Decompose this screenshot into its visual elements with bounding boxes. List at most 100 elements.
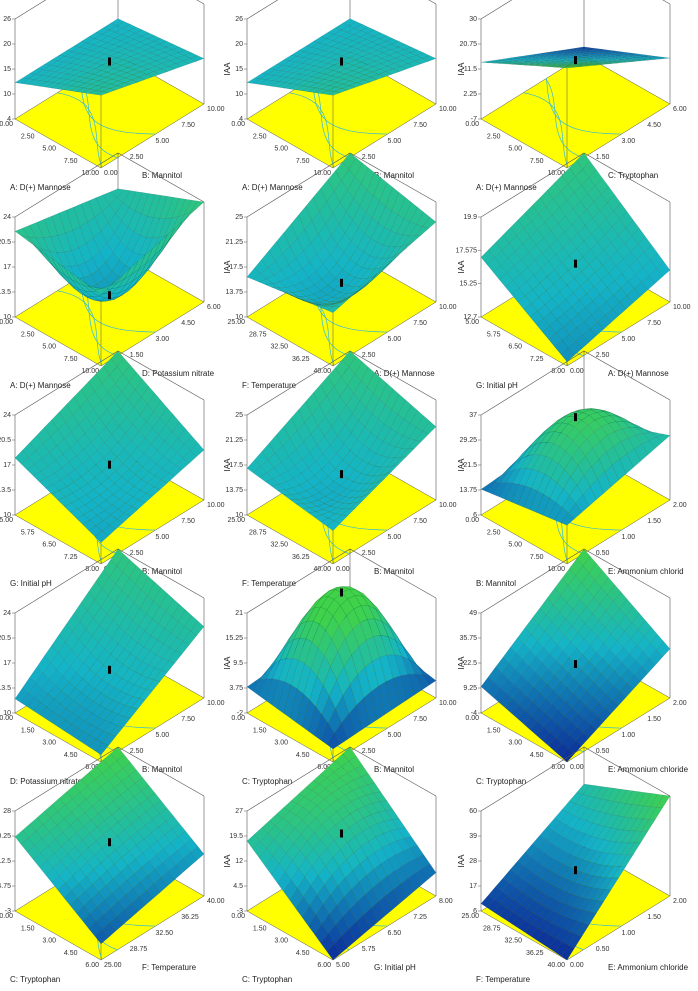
surface-mesh (246, 18, 437, 96)
design-point (340, 470, 343, 479)
z-tick-label: 20.5 (0, 635, 11, 642)
z-tick-label: 21.25 (225, 239, 243, 246)
y-axis-label: E: Ammonium chlorid (608, 567, 684, 576)
y-axis-label: G: Initial pH (374, 963, 416, 972)
z-tick-label: 12 (235, 858, 243, 865)
y-tick-label: 8.00 (439, 898, 453, 905)
z-tick-label: 17.5 (229, 462, 243, 469)
surface-cell (94, 530, 109, 543)
x-tick-label: 10.00 (313, 170, 331, 177)
z-tick-label: -4 (471, 710, 477, 717)
y-axis-label: B: Mannitol (374, 171, 414, 180)
z-tick-label: 13.5 (0, 487, 11, 494)
y-tick-label: 0.50 (596, 748, 610, 755)
surface-cell (94, 91, 109, 96)
y-tick-label: 5.00 (388, 336, 402, 343)
surface-plot-svg: -2 3.75 9.5 15.25 21 IAA 0.00 1.50 3.00 4.50 6.00 0… (223, 548, 457, 786)
x-tick-label: 40.00 (313, 368, 331, 375)
x-axis-label: D: Potassium nitrate (10, 777, 83, 786)
x-tick-label: 5.00 (42, 146, 56, 153)
y-tick-label: 0.00 (104, 170, 118, 177)
z-tick-label: 13.75 (225, 289, 243, 296)
x-tick-label: 7.50 (530, 554, 544, 561)
y-tick-label: 2.50 (130, 550, 144, 557)
x-tick-label: 8.00 (85, 566, 99, 573)
surface-mesh (480, 548, 671, 763)
x-tick-label: 1.50 (253, 727, 267, 734)
z-tick-label: 15 (235, 66, 243, 73)
z-axis-label: IAA (457, 656, 466, 670)
z-tick-label: 10 (235, 314, 243, 321)
x-tick-label: 28.75 (483, 925, 501, 932)
z-tick-label: 10 (3, 314, 11, 321)
surface-cell (560, 748, 575, 763)
z-axis-label: IAA (457, 62, 466, 76)
surface-plot-svg: 1013.51720.524IAA0.002.505.007.5010.000.… (0, 152, 221, 390)
x-tick-label: 3.00 (42, 740, 56, 747)
surface-mesh (246, 586, 437, 750)
z-tick-label: 11.5 (464, 66, 477, 73)
z-tick-label: 20.25 (0, 833, 11, 840)
design-point (574, 866, 577, 875)
y-tick-label: 2.50 (596, 352, 610, 359)
x-tick-label: 2.50 (21, 331, 35, 338)
y-tick-label: 1.00 (622, 732, 636, 739)
z-tick-label: 25 (235, 214, 243, 221)
x-axis-label: A: D(+) Mannose (10, 381, 71, 390)
x-tick-label: 2.50 (253, 133, 267, 140)
z-tick-label: -7 (471, 116, 477, 123)
surface-plot-4: 1013.51720.524IAA0.002.505.007.5010.000.… (0, 152, 232, 396)
z-tick-label: 30 (469, 16, 477, 23)
x-tick-label: 5.00 (465, 319, 479, 326)
x-tick-label: 8.00 (551, 368, 565, 375)
surface-cell (560, 945, 575, 961)
design-point (108, 838, 111, 847)
contour-line (312, 78, 388, 135)
x-tick-label: 0.00 (0, 913, 13, 920)
surface-cell (560, 347, 575, 362)
design-point (108, 291, 111, 300)
y-tick-label: 10.00 (439, 106, 457, 113)
z-tick-label: 4.75 (0, 883, 11, 890)
frame-top (480, 350, 671, 416)
z-tick-label: 17.575 (456, 247, 478, 254)
x-tick-label: 6.00 (85, 962, 99, 969)
x-tick-label: 2.50 (487, 133, 501, 140)
surface-plot-1: 410152026IAA0.002.505.007.5010.000.002.5… (0, 0, 232, 198)
z-tick-label: 6 (473, 908, 477, 915)
z-tick-label: 13.75 (459, 487, 477, 494)
x-axis-label: C: Tryptophan (476, 777, 526, 786)
y-axis-label: D: Potassium nitrate (142, 369, 215, 378)
y-tick-label: 0.00 (570, 368, 584, 375)
y-tick-label: 32.50 (156, 930, 174, 937)
z-tick-label: 20 (235, 41, 243, 48)
y-tick-label: 2.50 (362, 154, 376, 161)
z-tick-label: 39 (469, 833, 477, 840)
design-point (340, 278, 343, 287)
x-tick-label: 25.00 (227, 319, 245, 326)
y-tick-label: 2.00 (673, 700, 687, 707)
surface-cell (94, 929, 109, 945)
z-tick-label: 15.25 (459, 281, 477, 288)
frame-top (246, 548, 437, 614)
z-tick-label: 27 (235, 808, 243, 815)
y-tick-label: 1.00 (622, 534, 636, 541)
design-point (574, 659, 577, 668)
x-axis-label: G: Initial pH (476, 381, 518, 390)
x-tick-label: 4.50 (296, 752, 310, 759)
y-axis-label: B: Mannitol (374, 567, 414, 576)
x-axis-label: C: Tryptophan (242, 975, 292, 984)
y-tick-label: 5.00 (156, 534, 170, 541)
surface-cell (560, 512, 575, 526)
surface-plot-7: 1013.51720.524IAA5.005.756.507.258.000.0… (0, 350, 232, 594)
x-tick-label: 0.00 (231, 121, 245, 128)
z-tick-label: 4.5 (233, 883, 243, 890)
x-tick-label: 5.00 (508, 542, 522, 549)
surface-mesh (246, 350, 437, 531)
design-point (574, 259, 577, 268)
x-tick-label: 6.50 (508, 344, 522, 351)
y-tick-label: 0.00 (570, 764, 584, 771)
surface-plot-svg: -3 4.5 12 19.5 27 IAA 0.00 1.50 3.00 4.50 6.00 5.00… (223, 746, 453, 984)
